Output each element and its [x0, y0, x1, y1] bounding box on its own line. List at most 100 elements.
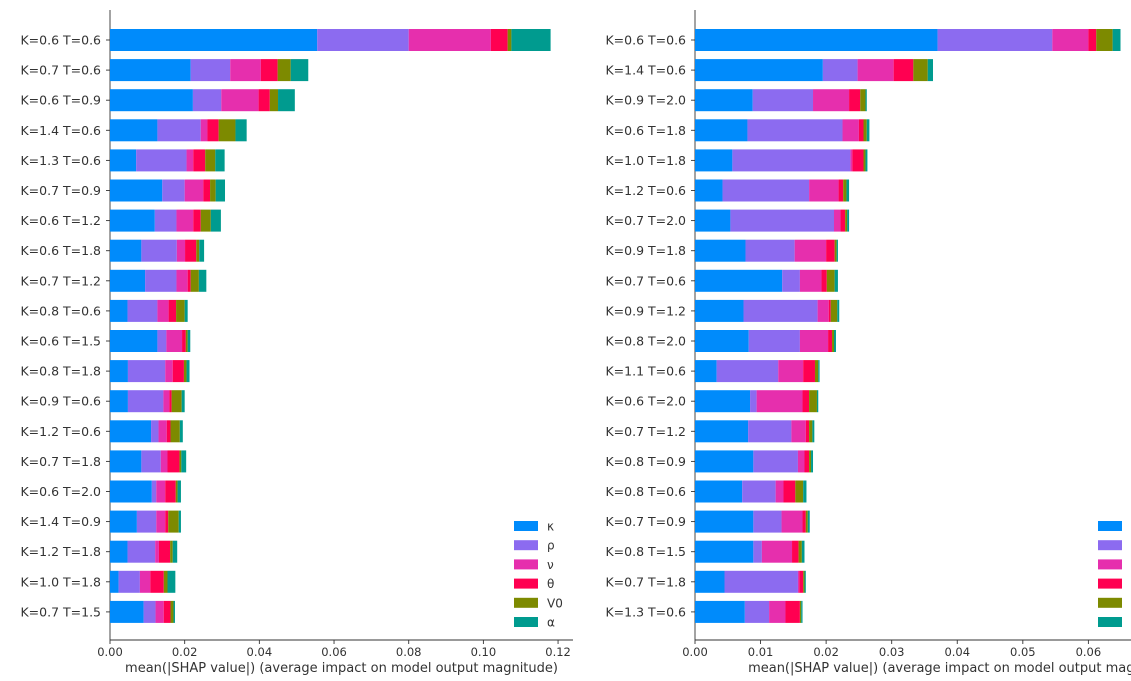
- bar-segment: [170, 540, 173, 563]
- y-tick-label: K=0.8 T=0.6: [605, 484, 686, 499]
- bar-segment: [830, 299, 838, 322]
- bar-segment: [805, 510, 808, 533]
- bar-segment: [803, 480, 807, 503]
- y-tick-label: K=1.3 T=0.6: [605, 604, 686, 619]
- bar-segment: [836, 239, 838, 262]
- bar-segment: [811, 450, 814, 473]
- bar-segment: [127, 360, 166, 383]
- bar-segment: [175, 480, 178, 503]
- bar-segment: [778, 360, 804, 383]
- bar-segment: [833, 209, 841, 232]
- bar-segment: [110, 179, 163, 202]
- bar-segment: [826, 269, 835, 292]
- y-tick-label: K=0.6 T=0.6: [605, 33, 686, 48]
- y-tick-label: K=0.9 T=2.0: [605, 93, 686, 108]
- bar-segment: [850, 149, 853, 172]
- bar-segment: [732, 149, 851, 172]
- bar-segment: [110, 510, 137, 533]
- bar-segment: [165, 510, 169, 533]
- bar-segment: [179, 420, 183, 443]
- bar-segment: [695, 119, 748, 142]
- bar-segment: [695, 480, 743, 503]
- bar-segment: [834, 239, 837, 262]
- bar-segment: [163, 390, 170, 413]
- bar-segment: [695, 360, 717, 383]
- bar-segment: [184, 179, 204, 202]
- bar-segment: [695, 59, 823, 82]
- bar-segment: [797, 450, 805, 473]
- y-tick-label: K=0.7 T=0.9: [605, 514, 686, 529]
- bar-segment: [722, 179, 810, 202]
- bar-segment: [809, 179, 839, 202]
- y-tick-label: K=0.7 T=1.8: [605, 574, 686, 589]
- bar-segment: [849, 89, 861, 112]
- bar-segment: [210, 209, 221, 232]
- bar-segment: [141, 239, 177, 262]
- bar-segment: [792, 540, 799, 563]
- bar-segment: [791, 420, 806, 443]
- bar-segment: [695, 600, 745, 623]
- y-tick-label: K=0.7 T=2.0: [605, 213, 686, 228]
- bar-segment: [812, 420, 815, 443]
- bar-segment: [278, 89, 295, 112]
- bar-segment: [199, 239, 205, 262]
- y-tick-label: K=0.7 T=1.2: [20, 273, 101, 288]
- bar-segment: [110, 239, 142, 262]
- bar-segment: [200, 119, 208, 142]
- x-tick-label: 0.08: [396, 645, 422, 659]
- y-tick-label: K=1.4 T=0.9: [20, 514, 101, 529]
- bar-segment: [154, 209, 177, 232]
- y-tick-label: K=0.6 T=2.0: [605, 394, 686, 409]
- bar-segment: [172, 360, 184, 383]
- bar-segment: [215, 179, 226, 202]
- bar-segment: [110, 390, 128, 413]
- bar-segment: [110, 299, 128, 322]
- bar-segment: [794, 239, 827, 262]
- bar-segment: [695, 269, 783, 292]
- y-tick-label: K=1.4 T=0.6: [605, 63, 686, 78]
- bar-segment: [145, 269, 177, 292]
- y-tick-label: K=0.9 T=1.8: [605, 243, 686, 258]
- bar-segment: [748, 420, 792, 443]
- bar-segment: [110, 600, 144, 623]
- x-tick-label: 0.03: [879, 645, 905, 659]
- bar-segment: [1096, 29, 1113, 51]
- bar-segment: [785, 600, 800, 623]
- bar-segment: [937, 29, 1053, 51]
- bar-segment: [695, 299, 744, 322]
- bar-segment: [769, 600, 786, 623]
- bar-segment: [166, 420, 171, 443]
- y-tick-label: K=1.4 T=0.6: [20, 123, 101, 138]
- bar-segment: [258, 89, 270, 112]
- bar-segment: [745, 239, 795, 262]
- bar-segment: [753, 540, 762, 563]
- y-tick-label: K=1.3 T=0.6: [20, 153, 101, 168]
- bar-segment: [845, 209, 848, 232]
- bar-segment: [753, 510, 782, 533]
- bar-segment: [838, 179, 844, 202]
- x-tick-label: 0.02: [172, 645, 198, 659]
- bar-segment: [817, 299, 829, 322]
- bar-segment: [799, 330, 829, 352]
- bar-segment: [187, 330, 191, 352]
- legend-label: κ: [547, 520, 554, 534]
- y-tick-label: K=0.7 T=0.9: [20, 183, 101, 198]
- bar-segment: [110, 89, 193, 112]
- bar-segment: [866, 119, 870, 142]
- y-tick-label: K=0.8 T=2.0: [605, 334, 686, 349]
- bar-segment: [865, 149, 868, 172]
- bar-segment: [837, 299, 840, 322]
- bar-segment: [157, 119, 201, 142]
- bar-segment: [695, 89, 753, 112]
- bar-segment: [783, 480, 796, 503]
- bar-segment: [747, 119, 843, 142]
- bar-segment: [775, 480, 784, 503]
- bar-segment: [695, 239, 746, 262]
- y-tick-label: K=0.6 T=1.8: [605, 123, 686, 138]
- bar-segment: [858, 119, 864, 142]
- x-tick-label: 0.10: [471, 645, 497, 659]
- bar-segment: [210, 179, 216, 202]
- legend-swatch: [514, 540, 538, 551]
- x-tick-label: 0.02: [813, 645, 839, 659]
- bar-segment: [168, 510, 179, 533]
